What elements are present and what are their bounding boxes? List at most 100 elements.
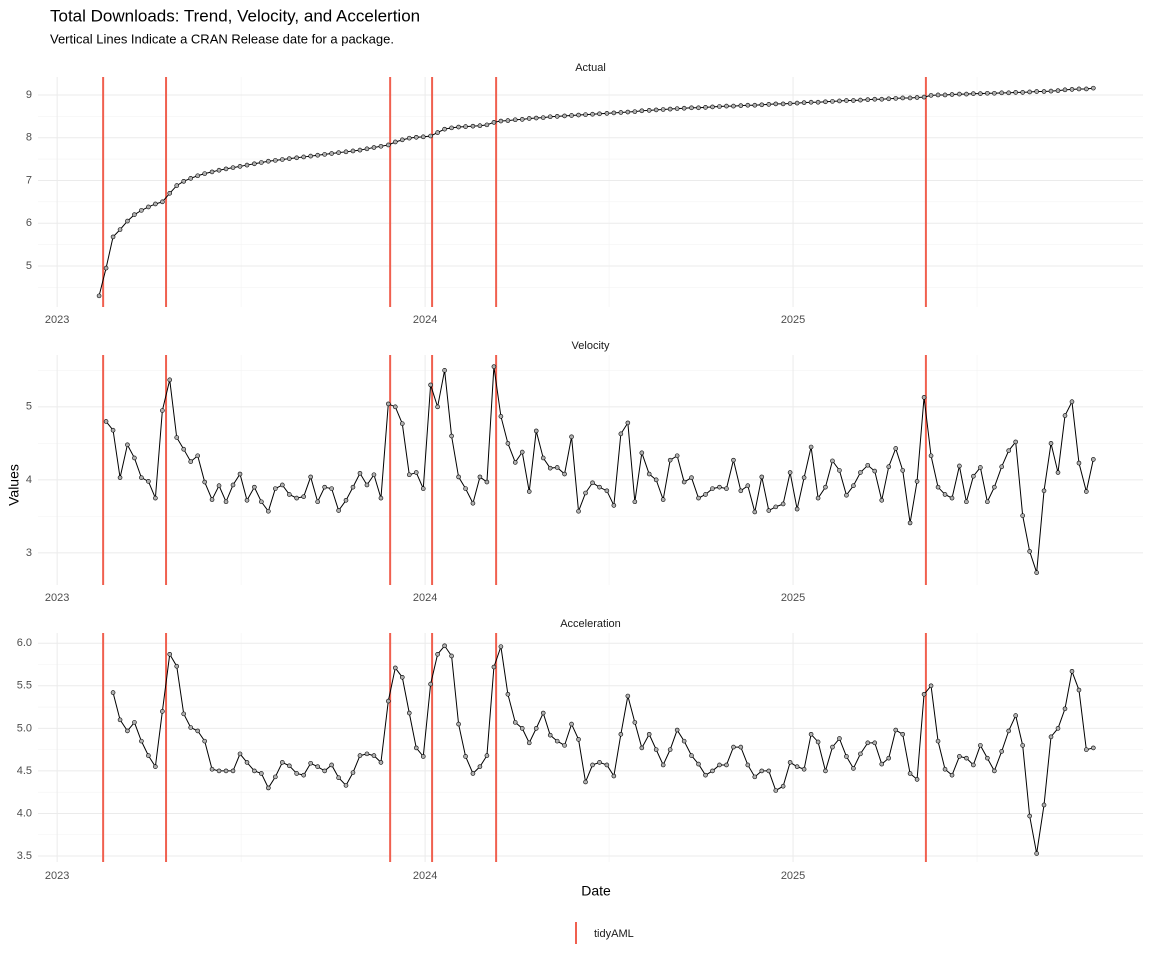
data-point bbox=[230, 482, 236, 488]
data-point bbox=[773, 504, 779, 510]
data-point bbox=[949, 772, 955, 778]
data-point bbox=[174, 183, 180, 188]
data-point bbox=[470, 771, 476, 776]
data-point bbox=[343, 149, 349, 155]
data-point bbox=[900, 732, 906, 737]
data-point bbox=[216, 167, 222, 173]
data-point bbox=[752, 774, 758, 780]
data-point bbox=[435, 404, 440, 410]
data-point bbox=[823, 768, 828, 774]
data-point bbox=[1013, 439, 1018, 445]
data-point bbox=[273, 486, 278, 491]
data-point bbox=[350, 484, 356, 490]
data-point bbox=[1020, 743, 1025, 748]
data-point bbox=[1041, 802, 1047, 808]
data-point bbox=[851, 483, 856, 488]
facet-title: Acceleration bbox=[560, 618, 621, 630]
data-point bbox=[371, 145, 377, 150]
data-point bbox=[823, 484, 828, 490]
data-point bbox=[611, 503, 617, 508]
data-point bbox=[547, 732, 553, 738]
data-point bbox=[294, 771, 299, 776]
data-point bbox=[674, 727, 680, 733]
data-point bbox=[378, 760, 384, 765]
data-point bbox=[808, 732, 814, 737]
data-point bbox=[1084, 489, 1089, 494]
data-point bbox=[632, 499, 638, 505]
data-point bbox=[322, 484, 327, 490]
data-point bbox=[1055, 726, 1061, 731]
data-point bbox=[244, 760, 250, 765]
data-point bbox=[1091, 745, 1096, 751]
x-tick-label: 2025 bbox=[781, 314, 805, 326]
data-point bbox=[964, 499, 969, 505]
data-point bbox=[928, 453, 934, 459]
data-point bbox=[604, 111, 610, 116]
data-point bbox=[1027, 813, 1032, 819]
data-point bbox=[287, 492, 292, 497]
data-point bbox=[815, 99, 821, 105]
data-point bbox=[1034, 89, 1039, 94]
data-point bbox=[357, 753, 363, 758]
data-point bbox=[413, 134, 419, 140]
data-point bbox=[562, 743, 567, 748]
data-point bbox=[554, 114, 560, 119]
data-point bbox=[308, 153, 313, 159]
data-point bbox=[491, 364, 497, 369]
data-point bbox=[117, 227, 123, 232]
data-point bbox=[957, 463, 962, 469]
data-point bbox=[942, 492, 948, 497]
data-point bbox=[364, 751, 370, 757]
data-point bbox=[336, 508, 341, 513]
data-point bbox=[583, 490, 588, 496]
data-point bbox=[174, 435, 180, 440]
x-tick-label: 2024 bbox=[413, 592, 437, 604]
data-point bbox=[435, 130, 440, 135]
data-point bbox=[787, 101, 793, 106]
data-point bbox=[914, 479, 920, 484]
data-point bbox=[703, 105, 708, 110]
data-point bbox=[604, 488, 610, 494]
data-point bbox=[244, 498, 250, 503]
data-point bbox=[999, 464, 1005, 470]
data-point bbox=[928, 93, 934, 98]
data-point bbox=[844, 98, 849, 103]
data-point bbox=[146, 479, 151, 484]
data-point bbox=[893, 96, 899, 101]
data-point bbox=[1062, 413, 1068, 418]
data-point bbox=[837, 98, 842, 104]
data-point bbox=[646, 471, 652, 477]
data-point bbox=[766, 768, 772, 774]
x-tick-label: 2023 bbox=[45, 870, 69, 882]
data-point bbox=[858, 97, 863, 103]
data-point bbox=[301, 154, 306, 160]
data-point bbox=[322, 152, 327, 157]
data-point bbox=[1055, 88, 1061, 93]
data-point bbox=[280, 760, 285, 765]
data-point bbox=[1020, 513, 1025, 518]
data-point bbox=[590, 480, 595, 486]
data-point bbox=[879, 498, 885, 503]
data-point bbox=[540, 455, 546, 461]
y-tick-label: 5.5 bbox=[17, 680, 32, 692]
data-point bbox=[639, 450, 645, 456]
data-point bbox=[1062, 706, 1068, 712]
data-point bbox=[195, 173, 200, 179]
data-point bbox=[202, 738, 207, 744]
data-point bbox=[674, 453, 680, 459]
y-tick-label: 4.5 bbox=[17, 765, 32, 777]
data-point bbox=[1048, 734, 1054, 740]
data-point bbox=[618, 732, 624, 737]
data-point bbox=[632, 109, 638, 114]
data-point bbox=[689, 105, 694, 111]
y-tick-label: 8 bbox=[26, 132, 32, 144]
data-point bbox=[110, 234, 116, 240]
data-point bbox=[978, 743, 983, 748]
data-point bbox=[625, 420, 631, 426]
series-line bbox=[98, 87, 1094, 297]
data-point bbox=[336, 150, 341, 155]
data-point bbox=[259, 771, 264, 776]
data-point bbox=[167, 377, 173, 383]
data-point bbox=[139, 475, 144, 480]
